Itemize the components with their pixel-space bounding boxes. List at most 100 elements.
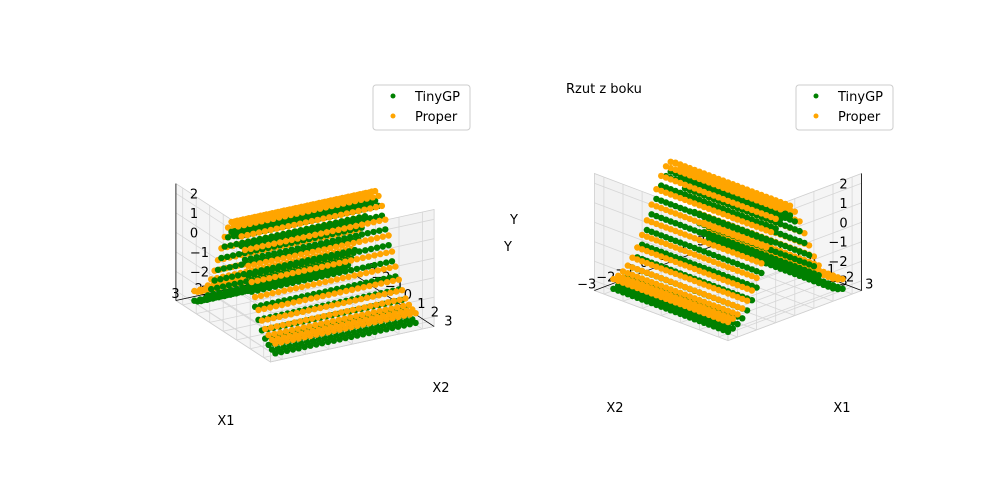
data-point xyxy=(379,233,386,240)
data-point xyxy=(724,180,732,187)
data-point xyxy=(686,293,693,300)
data-point xyxy=(297,261,305,268)
data-point xyxy=(691,265,698,273)
data-point xyxy=(305,208,312,215)
legend-box xyxy=(795,84,894,131)
data-point xyxy=(302,219,310,226)
data-point xyxy=(364,230,371,237)
data-point xyxy=(255,229,263,236)
data-point xyxy=(322,278,329,285)
data-point xyxy=(648,294,655,302)
data-point xyxy=(743,254,751,262)
data-point xyxy=(700,269,708,276)
data-point xyxy=(691,244,698,252)
data-point xyxy=(720,184,727,191)
data-point xyxy=(342,325,349,332)
data-point xyxy=(282,312,289,319)
data-point xyxy=(241,256,249,263)
data-point xyxy=(720,317,727,324)
data-point xyxy=(638,246,646,253)
data-point xyxy=(691,306,698,313)
data-point xyxy=(700,238,708,245)
data-point xyxy=(667,286,674,293)
data-point xyxy=(686,165,693,173)
data-point xyxy=(691,173,698,181)
data-point xyxy=(667,164,674,172)
data-point xyxy=(355,305,362,312)
data-point xyxy=(658,253,665,260)
data-point xyxy=(705,240,713,247)
data-point xyxy=(341,225,348,232)
data-point xyxy=(720,326,727,334)
data-point xyxy=(638,291,646,298)
data-point xyxy=(772,198,779,205)
data-point xyxy=(681,291,689,298)
data-point xyxy=(705,311,713,319)
y-tick-label: 1 xyxy=(827,263,835,278)
data-point xyxy=(691,251,698,258)
data-point xyxy=(700,248,708,255)
data-point xyxy=(224,253,231,260)
data-point xyxy=(336,336,343,343)
data-point xyxy=(251,271,258,278)
data-point xyxy=(288,246,295,253)
data-point xyxy=(658,238,665,246)
data-point xyxy=(378,280,385,287)
data-point xyxy=(302,296,309,304)
data-point xyxy=(825,273,832,280)
data-point xyxy=(365,253,372,260)
data-point xyxy=(681,223,689,230)
data-point xyxy=(315,257,322,264)
data-point xyxy=(634,244,641,251)
data-point xyxy=(393,288,400,295)
data-point xyxy=(347,224,354,231)
data-point xyxy=(634,273,641,280)
data-point xyxy=(810,253,818,260)
data-point xyxy=(324,329,332,336)
grid-line xyxy=(594,221,729,273)
data-point xyxy=(237,279,244,286)
data-point xyxy=(280,264,287,272)
data-point xyxy=(358,311,366,319)
data-point xyxy=(700,177,708,184)
data-point xyxy=(267,324,275,331)
data-point xyxy=(653,237,660,244)
data-point xyxy=(700,319,708,326)
data-point xyxy=(743,271,751,278)
data-point xyxy=(311,206,318,214)
data-point xyxy=(743,229,751,237)
data-point xyxy=(658,214,665,222)
data-point xyxy=(304,282,311,289)
data-point xyxy=(834,276,841,283)
data-point xyxy=(805,268,813,275)
data-point xyxy=(273,323,281,330)
data-point xyxy=(325,291,332,298)
data-point xyxy=(347,314,354,321)
data-point xyxy=(347,233,354,241)
data-point xyxy=(672,187,679,195)
data-point xyxy=(667,201,674,208)
data-point xyxy=(672,237,679,244)
data-point xyxy=(648,271,655,278)
data-point xyxy=(283,271,290,278)
legend-marker xyxy=(390,113,396,119)
data-point xyxy=(653,203,660,210)
data-point xyxy=(705,172,713,180)
data-point xyxy=(772,215,779,222)
data-point xyxy=(344,241,351,248)
data-point xyxy=(743,193,751,200)
data-point xyxy=(231,228,239,235)
data-point xyxy=(412,319,419,327)
data-point xyxy=(700,309,708,317)
data-point xyxy=(291,319,298,326)
data-point xyxy=(648,245,655,252)
data-point xyxy=(394,304,401,311)
data-point xyxy=(839,275,846,283)
data-point xyxy=(379,243,386,250)
data-point xyxy=(753,233,760,240)
data-point xyxy=(286,263,293,270)
data-point xyxy=(307,342,314,349)
data-point xyxy=(743,187,751,194)
data-point xyxy=(338,309,345,316)
